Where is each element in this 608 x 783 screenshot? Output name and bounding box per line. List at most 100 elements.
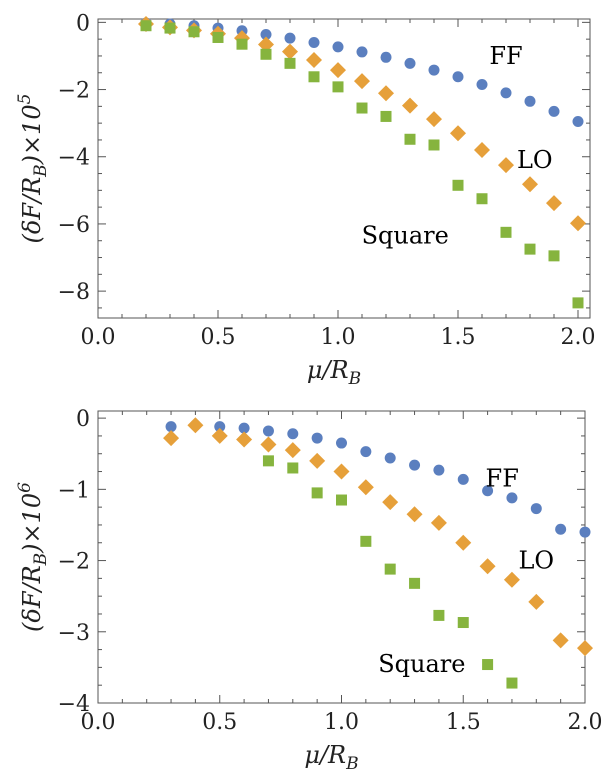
point-square [262,455,274,467]
point-square [482,659,494,671]
point-lo [479,558,496,575]
point-square [356,102,368,114]
point-lo [570,215,586,232]
point-ff [287,428,299,440]
point-square [284,57,296,69]
series-label-square: Square [378,650,465,678]
point-ff [356,46,368,58]
point-ff [428,64,440,76]
x-tick-label: 0.0 [81,710,116,735]
point-ff [238,422,250,434]
point-ff [404,57,416,69]
point-square [384,563,396,575]
point-square [308,71,320,83]
point-square [287,462,299,474]
point-ff [165,421,177,433]
point-lo [450,125,466,142]
x-tick-label: 1.0 [324,710,359,735]
point-square [506,677,518,689]
point-square [428,139,440,151]
y-tick-label: −6 [58,213,90,238]
point-square [360,535,372,547]
point-lo [546,195,562,212]
series-ff [165,419,591,538]
point-ff [262,425,274,437]
point-lo [522,176,538,193]
point-ff [506,492,518,504]
y-tick-label: −1 [58,478,90,503]
point-ff [457,473,469,485]
series-label-lo: LO [517,146,553,174]
point-ff [433,464,445,476]
plot-frame [97,18,591,319]
point-square [260,48,272,60]
x-axis-title: μ/RB [307,356,361,389]
point-square [404,133,416,145]
point-square [457,617,469,629]
point-ff [452,71,464,83]
series-label-ff: FF [489,42,522,70]
point-ff [332,41,344,53]
series-square [140,20,584,309]
point-lo [382,494,399,511]
point-lo [503,571,520,588]
point-square [311,487,323,499]
y-axis-title: (δF/RB)×105 [15,94,51,244]
y-tick-label: −2 [58,79,90,104]
point-lo [306,51,322,68]
point-ff [548,105,560,117]
point-lo [284,442,301,459]
point-lo [309,452,326,469]
point-square [212,31,224,43]
point-lo [211,427,228,444]
point-lo [236,431,253,448]
point-lo [282,43,298,60]
point-lo [354,73,370,90]
y-tick-label: −4 [58,146,90,171]
point-square [380,110,392,122]
point-lo [333,463,350,480]
point-square [164,22,176,34]
point-ff [555,523,567,535]
point-lo [498,157,514,174]
point-ff [572,115,584,127]
point-ff [336,437,347,449]
point-ff [530,503,542,515]
series-lo [138,16,586,232]
point-lo [258,36,274,53]
point-ff [308,37,320,49]
point-square [188,26,200,38]
point-lo [402,97,418,114]
point-lo [330,62,346,79]
point-square [433,609,445,621]
x-tick-label: 1.0 [321,325,356,350]
point-ff [500,87,512,99]
point-ff [476,79,488,91]
point-ff [384,452,396,464]
x-tick-label: 2.0 [561,325,596,350]
point-lo [260,436,277,453]
y-tick-label: −4 [58,692,90,717]
series-label-ff: FF [486,465,519,493]
point-lo [474,142,490,159]
point-lo [378,85,394,102]
x-tick-label: 0.0 [81,325,116,350]
point-ff [524,95,536,107]
point-ff [360,446,372,458]
series-label-square: Square [362,222,449,250]
y-tick-label: 0 [76,407,90,432]
point-ff [482,485,494,497]
point-square [236,38,248,50]
y-tick-label: −3 [58,621,90,646]
point-lo [552,632,569,649]
point-square [452,179,464,191]
x-tick-label: 1.5 [446,710,481,735]
point-ff [579,526,591,538]
point-square [140,20,152,32]
point-square [572,297,584,309]
point-lo [406,506,423,523]
point-lo [187,417,204,434]
series-lo [163,417,593,657]
point-lo [577,640,593,657]
